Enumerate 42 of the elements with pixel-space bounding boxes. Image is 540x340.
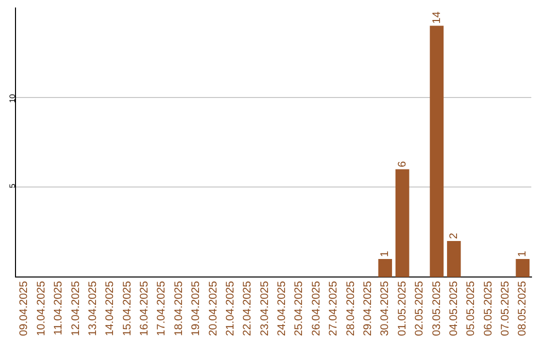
x-tick-label: 26.04.2025: [310, 280, 322, 336]
y-tick-label: 10: [8, 93, 17, 103]
x-tick-label: 24.04.2025: [276, 280, 288, 336]
data-label: 1: [379, 250, 392, 258]
x-tick-label: 08.05.2025: [516, 280, 529, 336]
x-tick-label: 30.04.2025: [379, 280, 392, 336]
x-tick-label: 28.04.2025: [344, 280, 357, 336]
x-tick-label: 06.05.2025: [482, 280, 494, 336]
x-tick-label: 25.04.2025: [293, 280, 306, 336]
x-tick-label: 02.05.2025: [414, 280, 426, 336]
y-tick-label: 5: [8, 183, 17, 188]
x-tick-label: 01.05.2025: [396, 280, 408, 336]
x-tick-label: 16.04.2025: [138, 280, 151, 336]
x-tick-label: 05.05.2025: [465, 280, 478, 336]
x-tick-label: 21.04.2025: [224, 280, 236, 336]
x-tick-label: 27.04.2025: [328, 280, 340, 336]
x-tick-label: 22.04.2025: [242, 280, 254, 336]
x-tick-label: 19.04.2025: [190, 280, 202, 336]
x-tick-label: 09.04.2025: [18, 280, 30, 336]
x-tick-label: 20.04.2025: [207, 280, 220, 336]
bar: [430, 26, 444, 277]
bar: [395, 169, 410, 277]
x-tick-label: 10.04.2025: [35, 280, 48, 336]
x-tick-label: 18.04.2025: [172, 280, 185, 336]
x-tick-label: 29.04.2025: [362, 280, 374, 336]
x-tick-label: 17.04.2025: [156, 280, 168, 336]
data-label: 6: [396, 161, 408, 168]
data-label: 1: [516, 250, 529, 258]
x-tick-label: 13.04.2025: [86, 280, 99, 336]
x-tick-label: 12.04.2025: [70, 280, 82, 336]
x-tick-label: 14.04.2025: [104, 280, 116, 336]
x-tick-label: 23.04.2025: [258, 280, 271, 336]
data-label: 2: [448, 232, 460, 240]
x-tick-label: 07.05.2025: [500, 280, 512, 336]
bar: [516, 259, 530, 277]
data-label: 14: [430, 11, 443, 24]
x-tick-label: 04.05.2025: [448, 280, 460, 336]
bar: [378, 259, 392, 277]
bar: [447, 241, 461, 277]
x-tick-label: 15.04.2025: [121, 280, 134, 336]
x-tick-label: 11.04.2025: [52, 280, 65, 336]
x-tick-label: 03.05.2025: [430, 280, 443, 336]
